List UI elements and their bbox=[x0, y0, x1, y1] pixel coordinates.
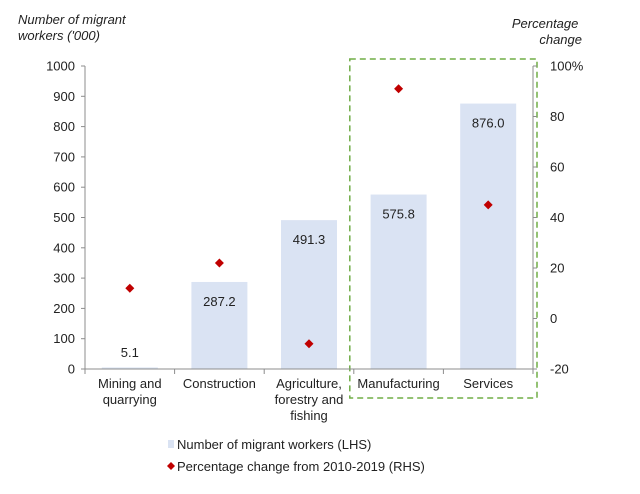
plot-area: 0 100 200 300 400 500 600 700 800 900 1000 -20 0 20 40… bbox=[46, 58, 584, 423]
right-tick-label: -20 bbox=[550, 362, 569, 377]
right-axis-title: Percentage change bbox=[512, 16, 582, 47]
percentage-point bbox=[483, 200, 493, 210]
left-tick-label: 700 bbox=[53, 149, 75, 164]
right-tick-label: 100% bbox=[550, 59, 584, 74]
right-axis-title-line-2: change bbox=[539, 32, 582, 47]
left-tick-label: 800 bbox=[53, 119, 75, 134]
left-tick-label: 0 bbox=[68, 362, 75, 377]
bar bbox=[101, 367, 158, 369]
left-tick-label: 100 bbox=[53, 331, 75, 346]
left-tick-label: 500 bbox=[53, 210, 75, 225]
legend-diamond-label: Percentage change from 2010-2019 (RHS) bbox=[177, 459, 425, 474]
right-tick-label: 20 bbox=[550, 261, 564, 276]
left-tick-label: 400 bbox=[53, 240, 75, 255]
percentage-point bbox=[304, 339, 314, 349]
left-tick-label: 1000 bbox=[46, 59, 75, 74]
percentage-point bbox=[125, 283, 135, 293]
percentage-point bbox=[214, 258, 224, 268]
category-label: Manufacturing bbox=[357, 376, 439, 391]
bar bbox=[460, 103, 517, 370]
percentage-point bbox=[394, 84, 404, 94]
legend-bar-swatch bbox=[168, 440, 174, 448]
bar-value-label: 5.1 bbox=[121, 345, 139, 360]
left-axis-title: Number of migrant workers ('000) bbox=[18, 12, 129, 43]
legend-diamond-swatch bbox=[167, 462, 175, 470]
bar bbox=[191, 281, 248, 369]
category-label: Construction bbox=[183, 376, 256, 391]
bar-value-label: 491.3 bbox=[293, 232, 326, 247]
left-tick-label: 200 bbox=[53, 301, 75, 316]
left-axis-title-line-2: workers ('000) bbox=[18, 28, 100, 43]
bar-value-label: 876.0 bbox=[472, 116, 505, 131]
left-tick-label: 600 bbox=[53, 180, 75, 195]
bar bbox=[370, 194, 427, 369]
right-tick-label: 40 bbox=[550, 210, 564, 225]
category-label: Services bbox=[463, 376, 513, 391]
right-tick-label: 0 bbox=[550, 311, 557, 326]
bar-value-label: 575.8 bbox=[382, 207, 415, 222]
bar-value-label: 287.2 bbox=[203, 294, 236, 309]
category-label: Agriculture, forestry and fishing bbox=[275, 376, 344, 423]
legend-bar-label: Number of migrant workers (LHS) bbox=[177, 437, 371, 452]
legend: Number of migrant workers (LHS) Percenta… bbox=[167, 437, 425, 474]
highlight-box bbox=[349, 58, 538, 399]
left-tick-label: 900 bbox=[53, 89, 75, 104]
left-tick-label: 300 bbox=[53, 271, 75, 286]
category-label: Mining and quarrying bbox=[98, 376, 162, 407]
right-tick-label: 80 bbox=[550, 109, 564, 124]
right-tick-label: 60 bbox=[550, 160, 564, 175]
left-axis-title-line-1: Number of migrant bbox=[18, 12, 127, 27]
right-axis-title-line-1: Percentage bbox=[512, 16, 579, 31]
